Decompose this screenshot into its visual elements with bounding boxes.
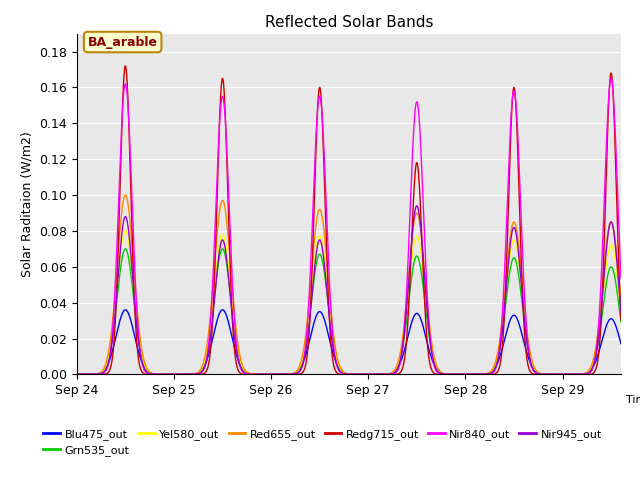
Title: Reflected Solar Bands: Reflected Solar Bands bbox=[264, 15, 433, 30]
Y-axis label: Solar Raditaion (W/m2): Solar Raditaion (W/m2) bbox=[20, 131, 33, 277]
Legend: Blu475_out, Grn535_out, Yel580_out, Red655_out, Redg715_out, Nir840_out, Nir945_: Blu475_out, Grn535_out, Yel580_out, Red6… bbox=[39, 424, 606, 460]
Text: Time: Time bbox=[626, 395, 640, 405]
Text: BA_arable: BA_arable bbox=[88, 36, 157, 48]
